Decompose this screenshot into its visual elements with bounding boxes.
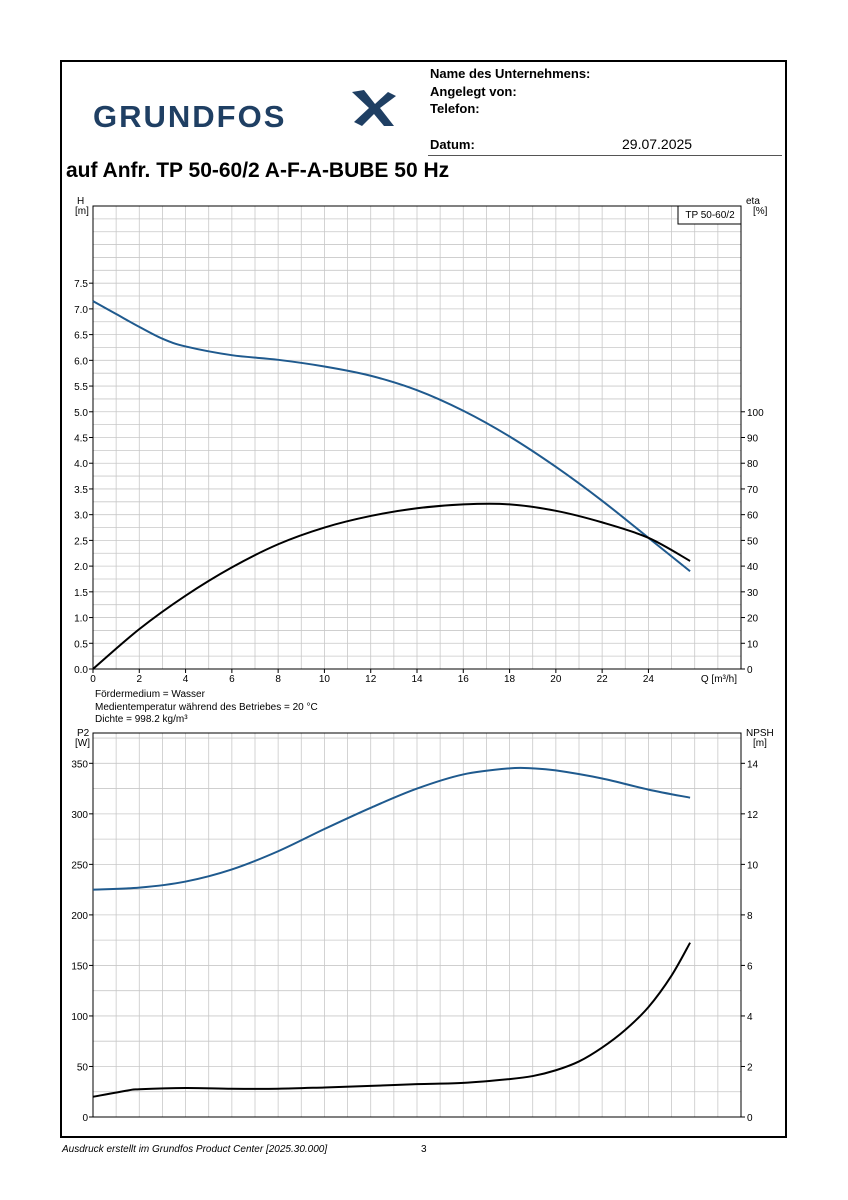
y-left-tick-label: 3.5 <box>74 485 88 496</box>
y-left-tick-label: 5.5 <box>74 382 88 393</box>
y-left-tick-label: 6.0 <box>74 356 88 367</box>
x-tick-label: 8 <box>275 674 281 685</box>
plot-frame <box>92 732 742 1118</box>
y-right-tick-label: 10 <box>747 860 759 871</box>
x-tick-label: 24 <box>643 674 655 685</box>
date-label: Datum: <box>430 137 475 152</box>
y-left-axis-unit: [m] <box>75 206 89 217</box>
x-axis-label: Q [m³/h] <box>701 674 737 685</box>
y-left-tick-label: 0 <box>82 1113 88 1124</box>
y-right-tick-label: 10 <box>747 639 759 650</box>
y-left-tick-label: 5.0 <box>74 408 88 419</box>
y-right-tick-label: 0 <box>747 1113 753 1124</box>
y-left-tick-label: 0.5 <box>74 639 88 650</box>
y-right-tick-label: 4 <box>747 1012 753 1023</box>
y-right-tick-label: 100 <box>747 408 764 419</box>
y-left-tick-label: 4.0 <box>74 459 88 470</box>
x-tick-label: 12 <box>365 674 377 685</box>
x-tick-label: 2 <box>137 674 143 685</box>
x-tick-label: 4 <box>183 674 189 685</box>
series-line-efficiency <box>92 502 691 670</box>
y-left-tick-label: 100 <box>71 1012 88 1023</box>
page-number: 3 <box>421 1144 427 1155</box>
x-tick-label: 16 <box>458 674 470 685</box>
footer-text: Ausdruck erstellt im Grundfos Product Ce… <box>62 1144 328 1155</box>
series-line-head <box>92 300 691 573</box>
legend-box <box>677 205 742 225</box>
y-left-axis-label: H <box>77 196 84 207</box>
phone-label: Telefon: <box>430 101 480 116</box>
date-value: 29.07.2025 <box>622 136 693 152</box>
y-left-tick-label: 1.0 <box>74 614 88 625</box>
y-right-tick-label: 20 <box>747 614 759 625</box>
grundfos-x-icon <box>352 90 396 126</box>
y-left-tick-label: 7.0 <box>74 305 88 316</box>
y-left-tick-label: 250 <box>71 860 88 871</box>
y-right-tick-label: 80 <box>747 459 759 470</box>
y-left-tick-label: 350 <box>71 759 88 770</box>
y-left-tick-label: 3.0 <box>74 511 88 522</box>
x-tick-label: 22 <box>597 674 609 685</box>
y-left-tick-label: 4.5 <box>74 434 88 445</box>
note-medium: Fördermedium = Wasser <box>95 689 205 700</box>
y-left-tick-label: 2.5 <box>74 536 88 547</box>
x-tick-label: 6 <box>229 674 235 685</box>
page-frame <box>60 60 787 1138</box>
y-left-tick-label: 6.5 <box>74 331 88 342</box>
y-right-tick-label: 60 <box>747 511 759 522</box>
y-right-axis-unit: [%] <box>753 206 768 217</box>
header-divider <box>428 155 782 156</box>
y-right-axis-unit: [m] <box>753 738 767 749</box>
y-left-axis-label: P2 <box>77 728 90 739</box>
y-right-tick-label: 2 <box>747 1062 753 1073</box>
medium-notes: Fördermedium = Wasser Medientemperatur w… <box>95 689 318 727</box>
y-left-tick-label: 7.5 <box>74 279 88 290</box>
y-right-tick-label: 40 <box>747 562 759 573</box>
y-left-tick-label: 0.0 <box>74 665 88 676</box>
y-right-tick-label: 30 <box>747 588 759 599</box>
y-left-axis-unit: [W] <box>75 738 90 749</box>
created-by-label: Angelegt von: <box>430 84 517 99</box>
note-density: Dichte = 998.2 kg/m³ <box>95 714 188 725</box>
y-right-tick-label: 50 <box>747 536 759 547</box>
logo-text: GRUNDFOS <box>93 99 287 134</box>
y-right-tick-label: 12 <box>747 810 759 821</box>
y-left-tick-label: 50 <box>77 1062 89 1073</box>
y-left-tick-label: 1.5 <box>74 588 88 599</box>
y-right-tick-label: 14 <box>747 759 759 770</box>
y-right-tick-label: 0 <box>747 665 753 676</box>
company-label: Name des Unternehmens: <box>430 66 591 81</box>
y-right-tick-label: 70 <box>747 485 759 496</box>
y-left-tick-label: 200 <box>71 911 88 922</box>
page-title: auf Anfr. TP 50-60/2 A-F-A-BUBE 50 Hz <box>66 159 450 182</box>
x-tick-label: 0 <box>90 674 96 685</box>
y-right-tick-label: 6 <box>747 961 753 972</box>
y-right-tick-label: 8 <box>747 911 753 922</box>
y-right-tick-label: 90 <box>747 434 759 445</box>
note-temperature: Medientemperatur während des Betriebes =… <box>95 701 318 713</box>
y-right-axis-label: NPSH <box>746 728 774 739</box>
x-tick-label: 18 <box>504 674 516 685</box>
grundfos-logo: GRUNDFOS <box>93 99 286 135</box>
legend-label: TP 50-60/2 <box>685 210 735 221</box>
series-line-power-p2 <box>92 766 691 891</box>
y-right-axis-label: eta <box>746 196 760 207</box>
y-left-tick-label: 2.0 <box>74 562 88 573</box>
y-left-tick-label: 300 <box>71 810 88 821</box>
x-tick-label: 20 <box>550 674 562 685</box>
x-tick-label: 14 <box>411 674 423 685</box>
x-tick-label: 10 <box>319 674 331 685</box>
series-line-npsh <box>92 942 691 1098</box>
y-left-tick-label: 150 <box>71 961 88 972</box>
